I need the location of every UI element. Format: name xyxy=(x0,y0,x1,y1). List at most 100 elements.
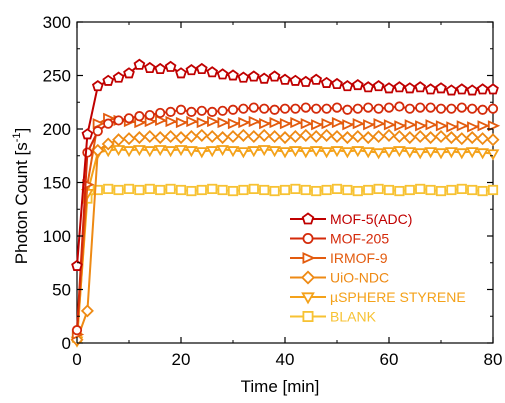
data-point-uio-ndc xyxy=(465,131,479,145)
y-axis-title-suffix: ] xyxy=(12,128,31,133)
data-point-irmof-9 xyxy=(290,116,303,129)
data-point-mof-5-adc xyxy=(466,84,479,96)
data-point-uio-ndc xyxy=(392,129,406,144)
data-point-irmof-9 xyxy=(425,119,438,131)
legend-label: µSPHERE STYRENE xyxy=(330,289,466,305)
data-point-mof-205 xyxy=(394,101,405,112)
data-point-mof-205 xyxy=(238,103,249,114)
data-point-sphere-styrene xyxy=(320,147,333,159)
data-point-irmof-9 xyxy=(342,119,355,131)
data-point-mof-205 xyxy=(279,103,291,114)
data-point-blank xyxy=(103,183,114,195)
data-point-blank xyxy=(352,185,363,197)
data-point-sphere-styrene xyxy=(205,146,219,158)
data-point-blank xyxy=(435,185,447,197)
data-point-blank xyxy=(394,185,405,197)
data-point-mof-5-adc xyxy=(123,67,135,79)
data-point-uio-ndc xyxy=(257,128,271,142)
series-line-sphere-styrene xyxy=(76,148,494,341)
data-point-blank xyxy=(415,183,426,195)
y-tick-label: 150 xyxy=(43,174,71,193)
data-point-mof-5-adc xyxy=(320,76,333,88)
data-point-irmof-9 xyxy=(175,116,189,129)
series-line-blank xyxy=(76,187,494,338)
data-point-mof-5-adc xyxy=(279,73,291,85)
data-point-blank xyxy=(196,184,207,196)
data-point-irmof-9 xyxy=(217,116,230,129)
data-point-mof-205 xyxy=(425,102,436,113)
data-point-mof-205 xyxy=(92,126,103,137)
data-point-sphere-styrene xyxy=(382,147,396,159)
data-point-uio-ndc xyxy=(309,129,323,144)
data-point-blank xyxy=(113,184,124,196)
data-point-mof-5-adc xyxy=(81,128,94,140)
data-point-uio-ndc xyxy=(153,131,167,145)
data-point-mof-5-adc xyxy=(445,84,458,96)
legend-item-irmof-9: IRMOF-9 xyxy=(290,250,388,266)
legend-item-blank: BLANK xyxy=(290,309,377,325)
data-point-uio-ndc xyxy=(216,131,230,145)
data-point-mof-205 xyxy=(363,102,374,113)
data-point-mof-205 xyxy=(269,104,280,115)
data-point-sphere-styrene xyxy=(216,145,229,157)
x-tick-label: 0 xyxy=(72,350,81,369)
data-point-blank xyxy=(92,184,103,196)
data-point-irmof-9 xyxy=(477,120,490,132)
data-point-irmof-9 xyxy=(269,116,282,129)
data-point-uio-ndc xyxy=(444,131,458,145)
data-point-blank xyxy=(259,184,270,196)
data-point-mof-5-adc xyxy=(331,77,343,90)
data-point-mof-5-adc xyxy=(112,71,125,83)
data-point-sphere-styrene xyxy=(309,146,323,158)
data-point-sphere-styrene xyxy=(351,146,365,158)
data-point-sphere-styrene xyxy=(465,147,479,159)
data-point-mof-5-adc xyxy=(195,62,208,75)
y-tick-label: 100 xyxy=(43,227,71,246)
data-point-sphere-styrene xyxy=(226,146,240,158)
data-point-sphere-styrene xyxy=(153,145,167,157)
data-point-uio-ndc xyxy=(340,131,354,145)
data-point-sphere-styrene xyxy=(268,146,281,158)
data-point-irmof-9 xyxy=(196,116,210,129)
data-point-irmof-9 xyxy=(207,115,220,128)
data-point-sphere-styrene xyxy=(455,148,469,160)
data-point-irmof-9 xyxy=(487,120,501,132)
data-point-mof-205 xyxy=(311,103,322,114)
data-point-uio-ndc xyxy=(455,132,469,146)
data-point-mof-5-adc xyxy=(154,62,167,75)
legend-marker xyxy=(301,212,315,225)
data-point-blank xyxy=(467,184,478,196)
data-point-uio-ndc xyxy=(268,129,282,144)
data-point-blank xyxy=(311,185,322,197)
data-point-irmof-9 xyxy=(165,115,178,128)
data-point-blank xyxy=(134,184,145,196)
data-point-mof-5-adc xyxy=(393,81,406,93)
data-point-sphere-styrene xyxy=(133,145,146,157)
data-point-uio-ndc xyxy=(195,128,209,142)
data-point-mof-5-adc xyxy=(383,82,395,94)
data-point-mof-205 xyxy=(186,106,197,117)
series-line-uio-ndc xyxy=(76,134,494,341)
data-point-mof-5-adc xyxy=(185,63,198,76)
y-tick-label: 300 xyxy=(43,13,71,32)
data-point-irmof-9 xyxy=(331,116,345,129)
data-point-mof-5-adc xyxy=(362,81,375,93)
data-point-uio-ndc xyxy=(226,129,240,144)
x-tick-label: 20 xyxy=(172,350,191,369)
data-point-irmof-9 xyxy=(248,115,262,128)
data-point-mof-205 xyxy=(196,105,207,116)
data-point-mof-205 xyxy=(165,106,176,117)
data-point-uio-ndc xyxy=(101,137,115,151)
data-point-uio-ndc xyxy=(476,132,490,146)
y-axis-title-superscript: -1 xyxy=(11,133,23,143)
y-axis-title-main: Photon Count [s xyxy=(12,142,31,264)
data-point-mof-5-adc xyxy=(216,68,229,80)
data-point-mof-205 xyxy=(456,102,467,113)
data-point-mof-5-adc xyxy=(237,71,250,83)
series-uio-ndc xyxy=(70,128,500,347)
data-point-blank xyxy=(175,184,187,196)
data-point-uio-ndc xyxy=(278,131,292,145)
data-point-sphere-styrene xyxy=(143,146,157,158)
data-point-blank xyxy=(487,184,499,196)
data-point-uio-ndc xyxy=(434,129,448,144)
